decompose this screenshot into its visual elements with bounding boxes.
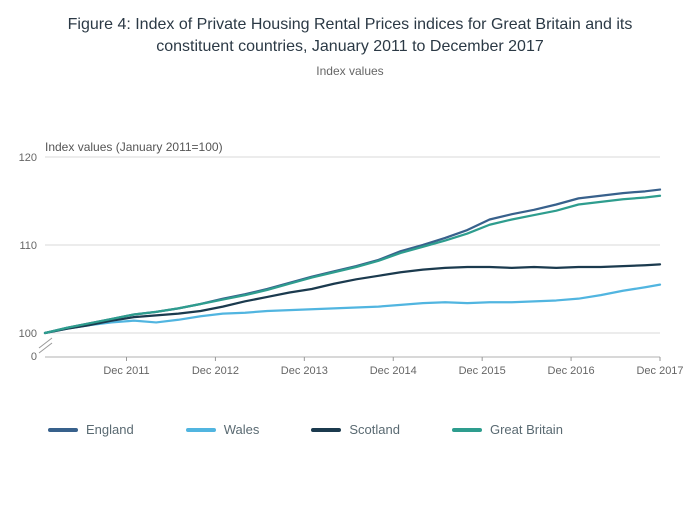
x-tick-label: Dec 2011 — [103, 365, 149, 377]
y-tick-label-zero: 0 — [31, 351, 37, 363]
rental-prices-figure: Figure 4: Index of Private Housing Renta… — [0, 14, 700, 516]
y-tick-label-100: 100 — [19, 328, 37, 340]
legend-label-england: England — [86, 422, 134, 437]
x-tick-label: Dec 2017 — [636, 365, 683, 377]
x-tick-label: Dec 2013 — [281, 365, 328, 377]
legend-label-great-britain: Great Britain — [489, 422, 563, 437]
axis-break-mark — [38, 342, 53, 354]
legend-item-wales[interactable]: Wales — [185, 422, 260, 437]
legend-item-england[interactable]: England — [48, 422, 134, 437]
y-tick-label-110: 110 — [19, 240, 37, 252]
chart-title: Figure 4: Index of Private Housing Renta… — [67, 16, 633, 55]
legend-label-wales: Wales — [223, 422, 260, 437]
series-line-scotland — [43, 263, 662, 335]
legend-swatch-great-britain — [451, 427, 482, 432]
chart-legend: England Wales Scotland Great Britain — [48, 422, 700, 437]
x-tick-label: Dec 2016 — [548, 365, 595, 377]
legend-swatch-scotland — [311, 427, 342, 432]
legend-label-scotland: Scotland — [349, 422, 400, 437]
x-tick-label: Dec 2015 — [459, 365, 506, 377]
axes-layer: 100 110 120 0 Dec 2011 Dec 2012 Dec 2013 Dec 20… — [19, 152, 684, 377]
legend-item-scotland[interactable]: Scotland — [311, 422, 400, 437]
legend-swatch-wales — [185, 427, 216, 432]
gridlines-layer — [45, 156, 660, 334]
series-line-england — [43, 188, 662, 335]
legend-item-great-britain[interactable]: Great Britain — [451, 422, 563, 437]
rental-index-line-chart: Index values (January 2011=100) 100 110 12… — [19, 140, 684, 377]
x-tick-label: Dec 2014 — [370, 365, 417, 377]
x-tick-label: Dec 2012 — [192, 365, 239, 377]
y-axis-title: Index values (January 2011=100) — [45, 140, 223, 154]
chart-subtitle: Index values — [316, 64, 384, 78]
series-line-wales — [43, 283, 662, 335]
axis-break-mark — [38, 337, 53, 349]
y-tick-label-120: 120 — [19, 152, 37, 164]
legend-swatch-england — [48, 427, 78, 432]
series-line-great-britain — [43, 194, 662, 335]
series-lines-layer — [43, 188, 662, 335]
